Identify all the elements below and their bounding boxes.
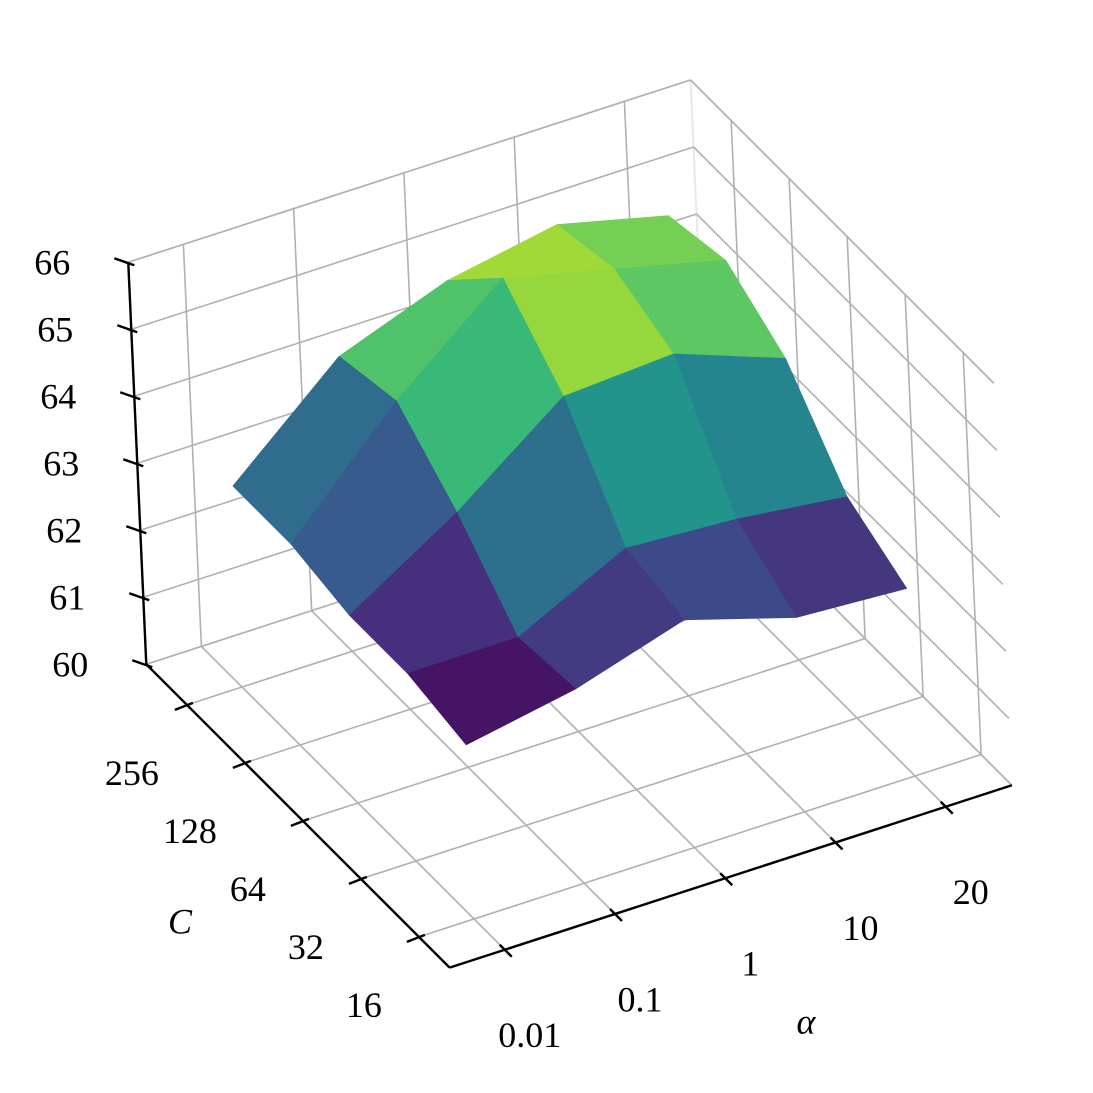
- x-axis-label: α: [797, 1001, 817, 1041]
- x-tick-label: 0.1: [617, 979, 662, 1019]
- y-tick: [290, 817, 310, 827]
- grid-line: [311, 610, 616, 915]
- grid-line: [418, 753, 982, 938]
- grid-line: [128, 79, 691, 264]
- y-tick-label: 16: [346, 985, 382, 1025]
- y-tick-label: 256: [105, 753, 159, 793]
- x-tick: [719, 872, 734, 887]
- z-tick: [113, 257, 135, 267]
- y-axis-label: C: [168, 901, 193, 941]
- z-tick: [119, 391, 141, 401]
- z-tick-label: 62: [46, 511, 82, 551]
- grid-line: [131, 146, 694, 331]
- grid-line: [200, 645, 506, 951]
- z-tick: [122, 458, 144, 468]
- z-tick-label: 61: [49, 578, 85, 618]
- grid-line: [689, 79, 995, 384]
- y-tick: [406, 933, 426, 943]
- x-tick-label: 20: [953, 872, 989, 912]
- z-tick: [128, 592, 150, 602]
- z-tick-label: 64: [40, 377, 76, 417]
- y-axis: [145, 663, 451, 969]
- y-tick-label: 64: [230, 869, 266, 909]
- z-tick: [131, 659, 153, 669]
- x-tick: [609, 908, 623, 922]
- y-tick: [348, 875, 368, 885]
- y-tick: [174, 701, 194, 711]
- z-tick: [116, 324, 138, 334]
- x-tick-label: 1: [741, 944, 759, 984]
- y-tick-label: 32: [288, 927, 324, 967]
- z-tick-label: 60: [52, 645, 88, 685]
- y-tick-label: 128: [163, 811, 217, 851]
- y-tick: [232, 759, 252, 769]
- x-tick-label: 10: [842, 908, 878, 948]
- grid-line: [695, 213, 1001, 518]
- x-tick: [498, 943, 513, 958]
- z-tick-label: 65: [37, 310, 73, 350]
- x-tick: [829, 836, 844, 851]
- grid-line: [360, 695, 924, 880]
- grid-line: [692, 146, 998, 451]
- grid-line: [302, 637, 866, 822]
- x-axis: [449, 784, 1013, 969]
- z-tick-label: 63: [43, 444, 79, 484]
- z-tick-label: 66: [34, 243, 70, 283]
- surface-face: [407, 637, 576, 746]
- x-tick-label: 0.01: [498, 1015, 561, 1055]
- z-tick: [125, 525, 147, 535]
- x-tick: [939, 800, 954, 815]
